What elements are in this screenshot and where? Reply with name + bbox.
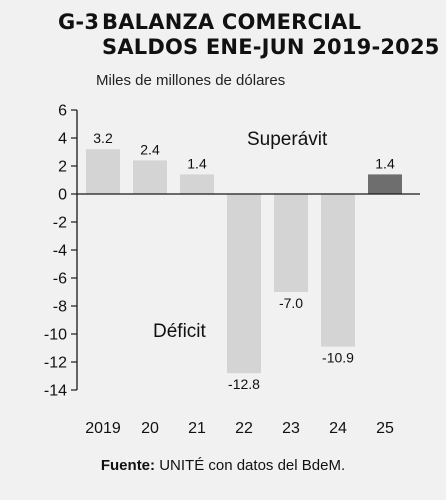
data-label: 1.4 (187, 155, 207, 171)
y-tick-label: 0 (58, 187, 67, 204)
y-tick-label: -12 (44, 355, 67, 372)
y-tick-label: 2 (58, 159, 67, 176)
x-tick-label: 24 (329, 420, 347, 437)
source-note: Fuente: UNITÉ con datos del BdeM. (0, 457, 446, 474)
x-tick-label: 22 (235, 420, 253, 437)
annotation-label: Déficit (153, 321, 207, 342)
data-label: 1.4 (375, 155, 395, 171)
source-text: UNITÉ con datos del BdeM. (155, 457, 346, 474)
y-tick-label: -2 (53, 215, 67, 232)
chart-subtitle: Miles de millones de dólares (96, 72, 286, 89)
y-tick-label: -4 (53, 243, 67, 260)
y-tick-label: 6 (58, 103, 67, 120)
figure-number: G-3 (58, 10, 100, 34)
bar-23 (274, 194, 308, 292)
source-label: Fuente: (100, 457, 156, 474)
data-label: -10.9 (322, 350, 354, 366)
data-label: -7.0 (279, 295, 303, 311)
chart-title: G-3 BALANZA COMERCIAL SALDOS ENE-JUN 2019… (58, 10, 440, 60)
bar-25 (368, 174, 402, 194)
annotation-label: Superávit (247, 129, 328, 150)
bar-20 (133, 160, 167, 194)
x-tick-label: 20 (141, 420, 159, 437)
bar-2019 (86, 149, 120, 194)
data-label: 3.2 (93, 130, 113, 146)
y-tick-label: 4 (58, 131, 67, 148)
y-tick-label: -14 (44, 383, 67, 400)
data-label: -12.8 (228, 376, 260, 392)
y-tick-label: -10 (44, 327, 67, 344)
y-tick-label: -8 (53, 299, 67, 316)
title-line-2: SALDOS ENE-JUN 2019-2025 (102, 35, 440, 59)
data-label: 2.4 (140, 141, 160, 157)
bar-21 (180, 174, 214, 194)
x-tick-label: 2019 (85, 420, 121, 437)
x-tick-label: 23 (282, 420, 300, 437)
y-tick-label: -6 (53, 271, 67, 288)
x-tick-label: 25 (376, 420, 394, 437)
bar-24 (321, 194, 355, 347)
bar-22 (227, 194, 261, 374)
title-line-1: BALANZA COMERCIAL (102, 10, 362, 34)
x-tick-label: 21 (188, 420, 206, 437)
